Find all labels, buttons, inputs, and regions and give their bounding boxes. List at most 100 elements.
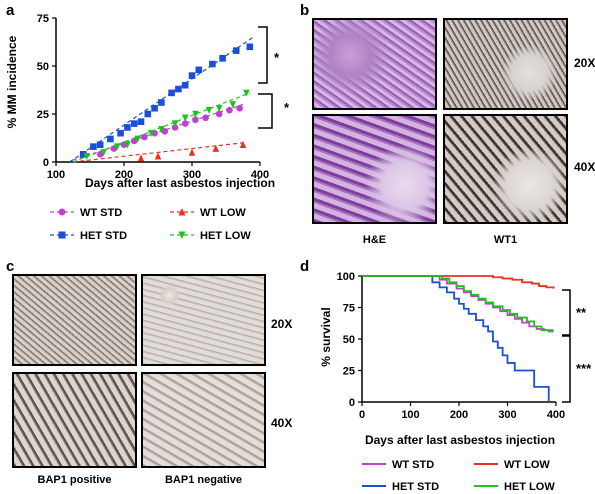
panel-c-mag-20x: 20X xyxy=(271,317,293,331)
point-wt-low xyxy=(212,144,220,152)
micrograph-wt1-20x xyxy=(443,18,568,110)
panel-b-mag-40x: 40X xyxy=(574,160,595,174)
legend-marker-wt-std xyxy=(58,208,66,216)
chart-a-y-tick-label: 25 xyxy=(37,109,49,121)
micrograph-he-20x xyxy=(312,18,437,110)
point-het-std xyxy=(96,141,104,149)
chart-d: % survival Days after last asbestos inje… xyxy=(319,271,592,493)
point-het-low xyxy=(100,149,107,157)
legend-label-het-std: HET STD xyxy=(80,230,127,242)
point-het-std xyxy=(209,60,216,68)
legend-label-wt-std: WT STD xyxy=(392,459,434,471)
survival-curve-het-std xyxy=(362,275,550,402)
point-het-low xyxy=(158,126,165,134)
point-wt-std xyxy=(171,124,179,131)
point-het-low xyxy=(147,129,155,137)
panel-letter-c: c xyxy=(6,258,15,275)
point-het-low xyxy=(171,120,179,128)
trend-line-wt-low xyxy=(72,142,244,163)
chart-d-sig-1: ** xyxy=(576,305,587,320)
point-het-std xyxy=(151,104,158,112)
point-het-std xyxy=(144,110,152,118)
point-wt-low xyxy=(188,148,196,156)
chart-d-y-tick-label: 0 xyxy=(349,397,355,409)
point-wt-low xyxy=(239,140,247,149)
point-het-low xyxy=(205,106,213,114)
point-het-low xyxy=(83,152,90,161)
panel-c-stain-bap1-positive: BAP1 positive xyxy=(37,474,112,486)
chart-a-x-tick-label: 100 xyxy=(47,169,65,181)
point-het-std xyxy=(246,43,254,51)
micrograph-he-40x xyxy=(312,114,437,224)
point-wt-std xyxy=(226,106,233,114)
point-het-low xyxy=(124,141,131,149)
point-het-std xyxy=(158,99,165,106)
point-het-std xyxy=(219,55,226,62)
panel-b-stain-wt1: WT1 xyxy=(493,234,518,246)
point-het-low xyxy=(215,104,223,113)
chart-d-bracket-top xyxy=(562,289,571,336)
point-het-low xyxy=(229,101,237,109)
chart-a: % MM incidence Days after last asbestos … xyxy=(5,13,290,242)
chart-d-y-tick-label: 50 xyxy=(343,334,355,346)
micrograph-bap1-pos-20x xyxy=(12,274,137,366)
panel-letter-d: d xyxy=(300,258,310,275)
legend-label-wt-low: WT LOW xyxy=(504,459,550,471)
chart-a-x-tick-label: 200 xyxy=(115,169,133,181)
legend-label-wt-low: WT LOW xyxy=(200,207,246,219)
chart-d-x-tick-label: 200 xyxy=(450,409,468,421)
chart-a-bracket-top xyxy=(258,26,268,84)
legend-label-het-std: HET STD xyxy=(392,481,439,493)
chart-d-y-tick-label: 75 xyxy=(343,303,355,315)
chart-a-x-tick-label: 300 xyxy=(183,169,201,181)
point-wt-low xyxy=(137,154,145,162)
micrograph-bap1-neg-40x xyxy=(141,372,266,468)
chart-d-y-tick-label: 25 xyxy=(343,366,355,378)
micrograph-wt1-40x xyxy=(443,114,568,224)
chart-a-y-tick-label: 0 xyxy=(43,157,49,169)
point-het-std xyxy=(130,120,138,127)
chart-a-x-tick-label: 400 xyxy=(251,169,269,181)
point-wt-std xyxy=(236,104,243,112)
point-het-std xyxy=(90,143,97,150)
legend-label-het-low: HET LOW xyxy=(200,230,251,242)
survival-curve-wt-low xyxy=(362,275,555,289)
chart-a-ylabel: % MM incidence xyxy=(5,35,19,128)
legend-label-het-low: HET LOW xyxy=(504,481,555,493)
chart-d-x-tick-label: 0 xyxy=(359,409,365,421)
point-wt-low xyxy=(154,152,162,160)
point-het-std xyxy=(137,118,145,125)
survival-curve-wt-std xyxy=(362,275,554,332)
panel-c-stain-bap1-negative: BAP1 negative xyxy=(164,474,243,486)
point-wt-std xyxy=(110,145,118,152)
point-wt-std xyxy=(192,116,199,124)
point-het-std xyxy=(188,72,196,79)
chart-a-sig-2: * xyxy=(284,100,290,115)
chart-d-bracket-bottom xyxy=(562,335,571,403)
chart-a-y-tick-label: 75 xyxy=(37,13,49,25)
point-het-std xyxy=(117,129,124,137)
chart-a-xlabel: Days after last asbestos injection xyxy=(85,176,275,190)
point-het-std xyxy=(107,135,114,143)
point-het-low xyxy=(181,114,189,122)
point-wt-std xyxy=(202,114,209,122)
chart-d-sig-2: *** xyxy=(576,361,592,376)
legend-marker-het-std xyxy=(58,231,66,239)
chart-a-sig-1: * xyxy=(274,50,280,65)
chart-a-y-tick-label: 50 xyxy=(37,61,49,73)
micrograph-bap1-neg-20x xyxy=(141,274,266,366)
panel-letter-a: a xyxy=(6,2,15,19)
point-het-std xyxy=(124,124,131,131)
chart-d-x-tick-label: 100 xyxy=(401,409,419,421)
legend-marker-het-low xyxy=(178,231,186,239)
chart-d-x-tick-label: 400 xyxy=(547,409,565,421)
point-het-std xyxy=(181,81,189,89)
micrograph-bap1-pos-40x xyxy=(12,372,137,468)
chart-d-xlabel: Days after last asbestos injection xyxy=(365,433,555,447)
chart-a-bracket-bottom xyxy=(258,93,273,129)
point-het-low xyxy=(113,143,121,151)
chart-d-ylabel: % survival xyxy=(319,307,333,366)
point-wt-std xyxy=(96,151,104,158)
point-het-std xyxy=(79,151,87,158)
point-wt-std xyxy=(141,133,148,141)
